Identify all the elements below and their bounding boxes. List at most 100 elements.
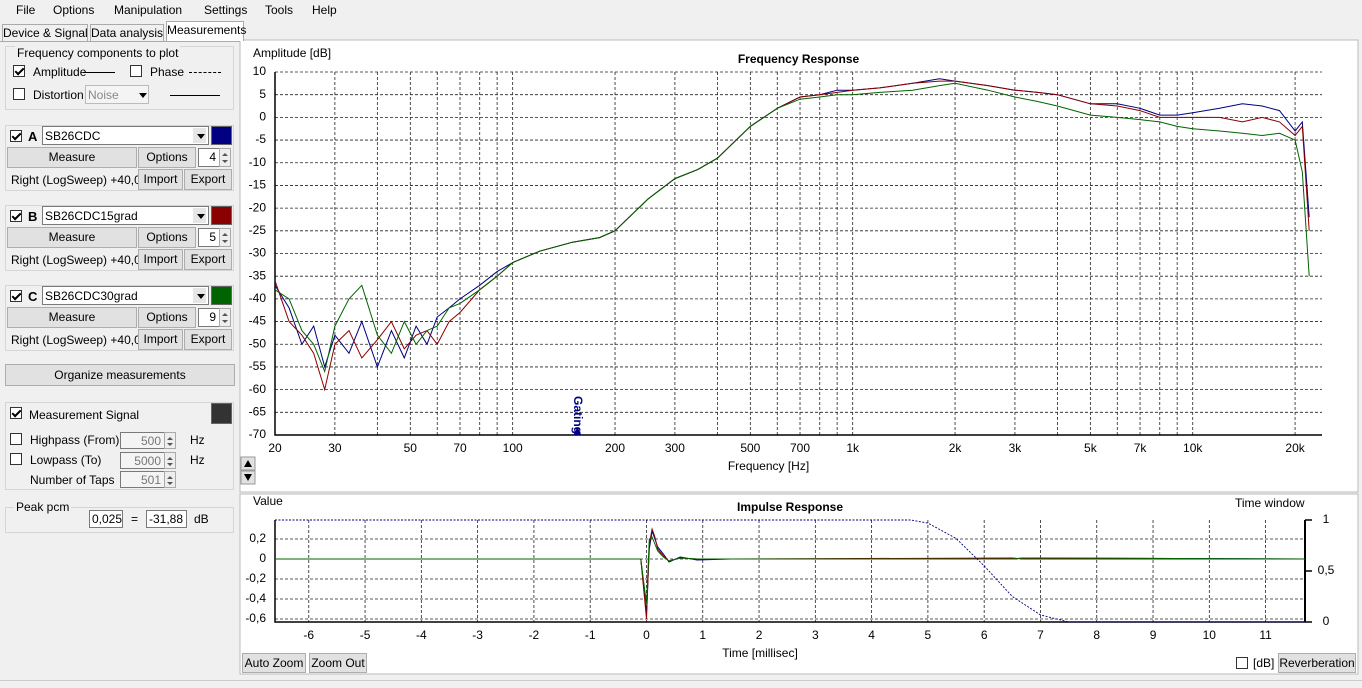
value-input[interactable]: 500 — [120, 432, 165, 449]
spinner-buttons[interactable] — [219, 308, 231, 327]
x-tick-label: 1 — [699, 628, 706, 642]
x-tick-label: 7k — [1134, 441, 1148, 455]
axis-frame — [274, 72, 1322, 436]
color-swatch[interactable] — [211, 206, 232, 225]
x-tick-label: 5 — [925, 628, 932, 642]
x-tick-label: 500 — [740, 441, 760, 455]
auto-zoom-button[interactable]: Auto Zoom — [242, 653, 306, 673]
spin-up — [222, 150, 228, 156]
checkbox[interactable] — [130, 65, 142, 77]
smoothing-input[interactable]: 4 — [198, 148, 220, 167]
noise-select[interactable]: Noise — [85, 85, 149, 104]
y-tick-label: -60 — [249, 382, 267, 396]
y-tick-label: -0,6 — [245, 611, 266, 625]
checkbox[interactable] — [13, 88, 25, 100]
series-line — [275, 536, 1306, 605]
checkbox[interactable] — [1236, 657, 1248, 669]
value-input[interactable]: 5000 — [120, 452, 165, 469]
measure-button[interactable]: Measure — [7, 307, 137, 328]
checkbox[interactable] — [10, 210, 22, 222]
peak-db-input[interactable]: -31,88 — [146, 510, 187, 528]
smoothing-input[interactable]: 5 — [198, 228, 220, 247]
measurement-letter: A — [28, 129, 38, 144]
y-tick-label: -65 — [249, 404, 267, 418]
dropdown-arrow — [193, 208, 206, 223]
tab[interactable]: Data analysis — [90, 24, 164, 41]
measurement-select[interactable]: SB26CDC30grad — [42, 286, 209, 305]
options-button[interactable]: Options — [138, 227, 196, 248]
color-swatch[interactable] — [211, 126, 232, 145]
menu-item[interactable]: Options — [53, 3, 95, 17]
spinner-buttons[interactable] — [219, 228, 231, 247]
checkbox[interactable] — [10, 130, 22, 142]
smoothing-input[interactable]: 9 — [198, 308, 220, 327]
export-button[interactable]: Export — [184, 329, 232, 350]
y2-tick-label: 0,5 — [1318, 563, 1335, 577]
spinner-buttons[interactable] — [164, 471, 176, 488]
x-tick-label: 2 — [756, 628, 763, 642]
measurement-letter: C — [28, 289, 38, 304]
measurement-select[interactable]: SB26CDC15grad — [42, 206, 209, 225]
spinner-buttons[interactable] — [219, 148, 231, 167]
reverberation-button[interactable]: Reverberation — [1278, 653, 1356, 673]
x-tick-label: 3k — [1009, 441, 1023, 455]
y-tick-label: -15 — [249, 178, 267, 192]
checkbox[interactable] — [13, 65, 25, 77]
y-tick-label: -70 — [249, 427, 267, 441]
import-button[interactable]: Import — [138, 249, 183, 270]
value-input[interactable]: 501 — [120, 471, 165, 488]
y-tick-label: -30 — [249, 246, 267, 260]
checkbox[interactable] — [10, 453, 22, 465]
measurement-name: SB26CDC — [45, 129, 101, 143]
label: Lowpass (To) — [30, 453, 102, 467]
y-tick-label: -50 — [249, 336, 267, 350]
menu-item[interactable]: Tools — [265, 3, 294, 17]
export-button[interactable]: Export — [184, 169, 232, 190]
group-box — [5, 285, 234, 351]
y2-tick-label: 1 — [1323, 512, 1330, 526]
checkbox[interactable] — [10, 290, 22, 302]
measure-button[interactable]: Measure — [7, 227, 137, 248]
group-title: Frequency components to plot — [15, 46, 181, 60]
measure-button[interactable]: Measure — [7, 147, 137, 168]
spinner-buttons[interactable] — [164, 432, 176, 449]
menu-item[interactable]: File — [16, 3, 36, 17]
scroll-down-arrow — [244, 474, 252, 481]
spin-up — [167, 434, 173, 440]
color-swatch[interactable] — [211, 286, 232, 305]
checkbox[interactable] — [10, 433, 22, 445]
color-swatch[interactable] — [211, 403, 232, 424]
menu-item[interactable]: Settings — [204, 3, 248, 17]
label: [dB] — [1253, 656, 1275, 670]
y-tick-label: -25 — [249, 223, 267, 237]
x-tick-label: 2k — [949, 441, 963, 455]
equals: = — [131, 512, 139, 526]
x-axis-label: Time [millisec] — [722, 646, 798, 660]
x-tick-label: 10 — [1203, 628, 1217, 642]
spin-down — [167, 462, 173, 469]
peak-input[interactable]: 0,025 — [89, 510, 123, 528]
y-tick-label: -0,4 — [245, 591, 266, 605]
checkbox[interactable] — [10, 407, 22, 419]
x-tick-label: 7 — [1037, 628, 1044, 642]
tab[interactable]: Device & Signal — [2, 24, 88, 41]
export-button[interactable]: Export — [184, 249, 232, 270]
unit: Hz — [190, 453, 205, 467]
menu-item[interactable]: Help — [312, 3, 337, 17]
options-button[interactable]: Options — [138, 307, 196, 328]
import-button[interactable]: Import — [138, 329, 183, 350]
zoom-out-button[interactable]: Zoom Out — [309, 653, 367, 673]
tab[interactable]: Measurements — [166, 21, 246, 41]
options-button[interactable]: Options — [138, 147, 196, 168]
organize-button[interactable]: Organize measurements — [5, 364, 235, 386]
scroll-up-arrow — [244, 460, 252, 467]
spinner-buttons[interactable] — [164, 452, 176, 469]
x-tick-label: 5k — [1084, 441, 1098, 455]
solid-sample — [83, 72, 115, 73]
y-tick-label: -45 — [249, 314, 267, 328]
menu-item[interactable]: Manipulation — [114, 3, 183, 17]
measurement-select[interactable]: SB26CDC — [42, 126, 209, 145]
spin-down — [167, 481, 173, 488]
import-button[interactable]: Import — [138, 169, 183, 190]
